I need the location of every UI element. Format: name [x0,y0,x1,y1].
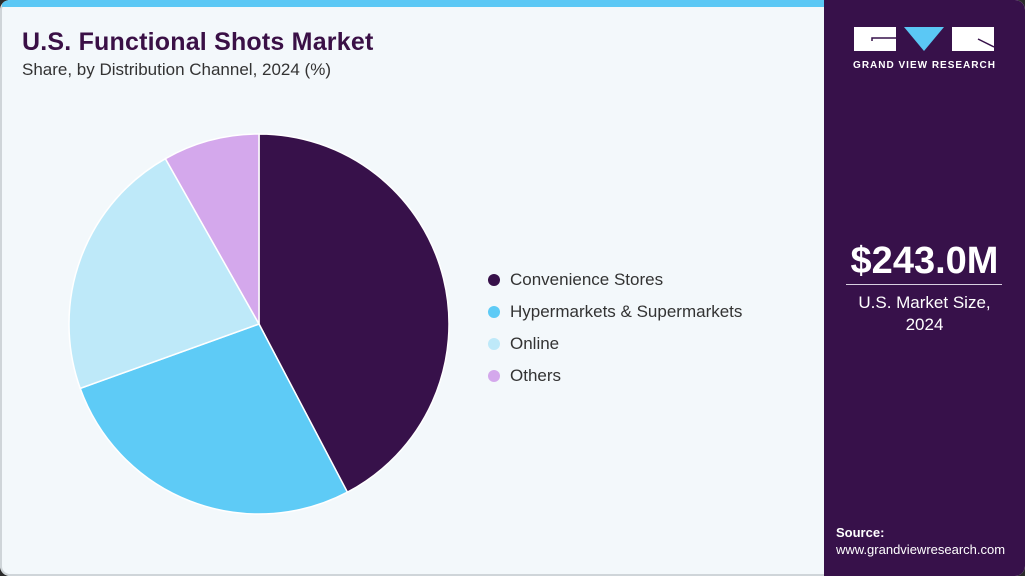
top-accent-bar [2,0,824,7]
legend-item-online: Online [488,328,742,360]
source-label: Source: [836,525,885,540]
market-size-label: U.S. Market Size, 2024 [824,292,1025,336]
logo-text: GRAND VIEW RESEARCH [853,60,996,71]
market-size-label-line1: U.S. Market Size, [858,293,991,312]
pie-chart [68,133,450,515]
legend-label: Online [510,334,560,353]
legend-dot-icon [488,370,500,382]
pie-slices [68,133,450,515]
legend-label: Convenience Stores [510,270,664,289]
legend-dot-icon [488,274,500,286]
sidebar-panel: GRAND VIEW RESEARCH $243.0M U.S. Market … [824,0,1025,576]
grand-view-research-logo-icon [854,27,994,51]
divider [846,284,1002,285]
market-size-value: $243.0M [850,240,999,282]
legend-item-others: Others [488,360,742,392]
legend-dot-icon [488,338,500,350]
legend-dot-icon [488,306,500,318]
legend-item-convenience-stores: Convenience Stores [488,264,742,296]
slice-others [164,133,260,327]
chart-subtitle: Share, by Distribution Channel, 2024 (%) [22,60,331,79]
source-link[interactable]: www.grandviewresearch.com [836,542,1006,557]
legend-label: Hypermarkets & Supermarkets [510,302,743,321]
legend-item-hypermarkets-supermarkets: Hypermarkets & Supermarkets [488,296,742,328]
slice-convenience-stores [258,133,450,494]
market-size-label-line2: 2024 [905,315,944,334]
chart-legend: Convenience Stores Hypermarkets & Superm… [488,264,742,392]
slice-online [68,157,261,390]
slice-hypermarkets-supermarkets [79,323,349,515]
legend-label: Others [510,366,562,385]
chart-title: U.S. Functional Shots Market [22,28,374,56]
